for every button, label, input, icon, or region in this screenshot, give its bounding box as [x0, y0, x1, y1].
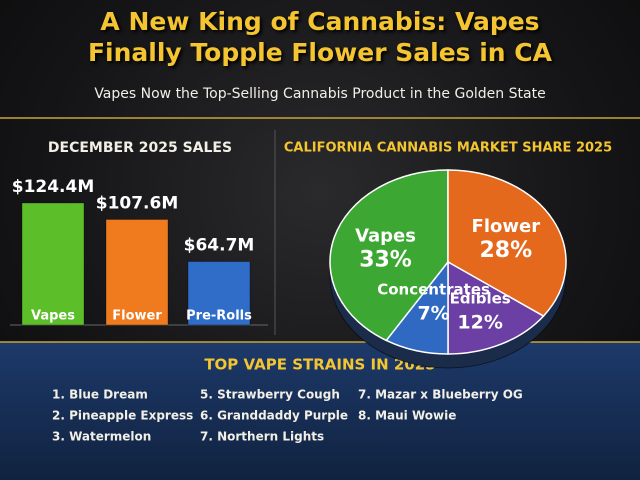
- slice-value: 28%: [479, 238, 532, 263]
- bar: [187, 261, 251, 326]
- strain-item: 2. Pineapple Express: [52, 409, 193, 423]
- title: A New King of Cannabis: Vapes Finally To…: [87, 7, 553, 67]
- category-label: Pre-Rolls: [186, 309, 252, 324]
- value-label: $107.6M: [96, 193, 179, 213]
- strains-title: TOP VAPE STRAINS IN 2025: [204, 356, 435, 374]
- slice-value: 33%: [359, 247, 412, 272]
- slice-label: Flower: [472, 216, 541, 237]
- strain-item: 8. Maui Wowie: [358, 409, 456, 423]
- slice-label: Vapes: [355, 225, 416, 246]
- bar: [105, 218, 169, 326]
- strain-item: 5. Strawberry Cough: [200, 388, 340, 402]
- chart-title: DECEMBER 2025 SALES: [48, 140, 232, 156]
- subtitle: Vapes Now the Top-Selling Cannabis Produ…: [94, 86, 546, 102]
- strain-item: 6. Granddaddy Purple: [200, 409, 348, 423]
- pie-slice: [385, 259, 449, 355]
- category-label: Flower: [112, 309, 162, 324]
- chart-title: CALIFORNIA CANNABIS MARKET SHARE 2025: [284, 141, 612, 156]
- slice-label: Concentrates: [377, 280, 490, 298]
- category-label: Vapes: [31, 309, 75, 324]
- slice-value: 7%: [417, 302, 449, 324]
- value-label: $124.4M: [12, 177, 95, 197]
- slice-value: 12%: [457, 312, 502, 334]
- value-label: $64.7M: [184, 236, 255, 256]
- strain-item: 3. Watermelon: [52, 430, 151, 444]
- pie-slice: [447, 169, 567, 318]
- strain-item: 1. Blue Dream: [52, 388, 148, 402]
- strain-item: 7. Northern Lights: [200, 430, 324, 444]
- strain-item: 7. Mazar x Blueberry OG: [358, 388, 523, 402]
- slice-label: Edibles: [450, 290, 511, 308]
- bar: [21, 202, 85, 326]
- pie-slice: [447, 260, 545, 355]
- strains-panel: [0, 342, 640, 480]
- pie-slice: [329, 169, 449, 342]
